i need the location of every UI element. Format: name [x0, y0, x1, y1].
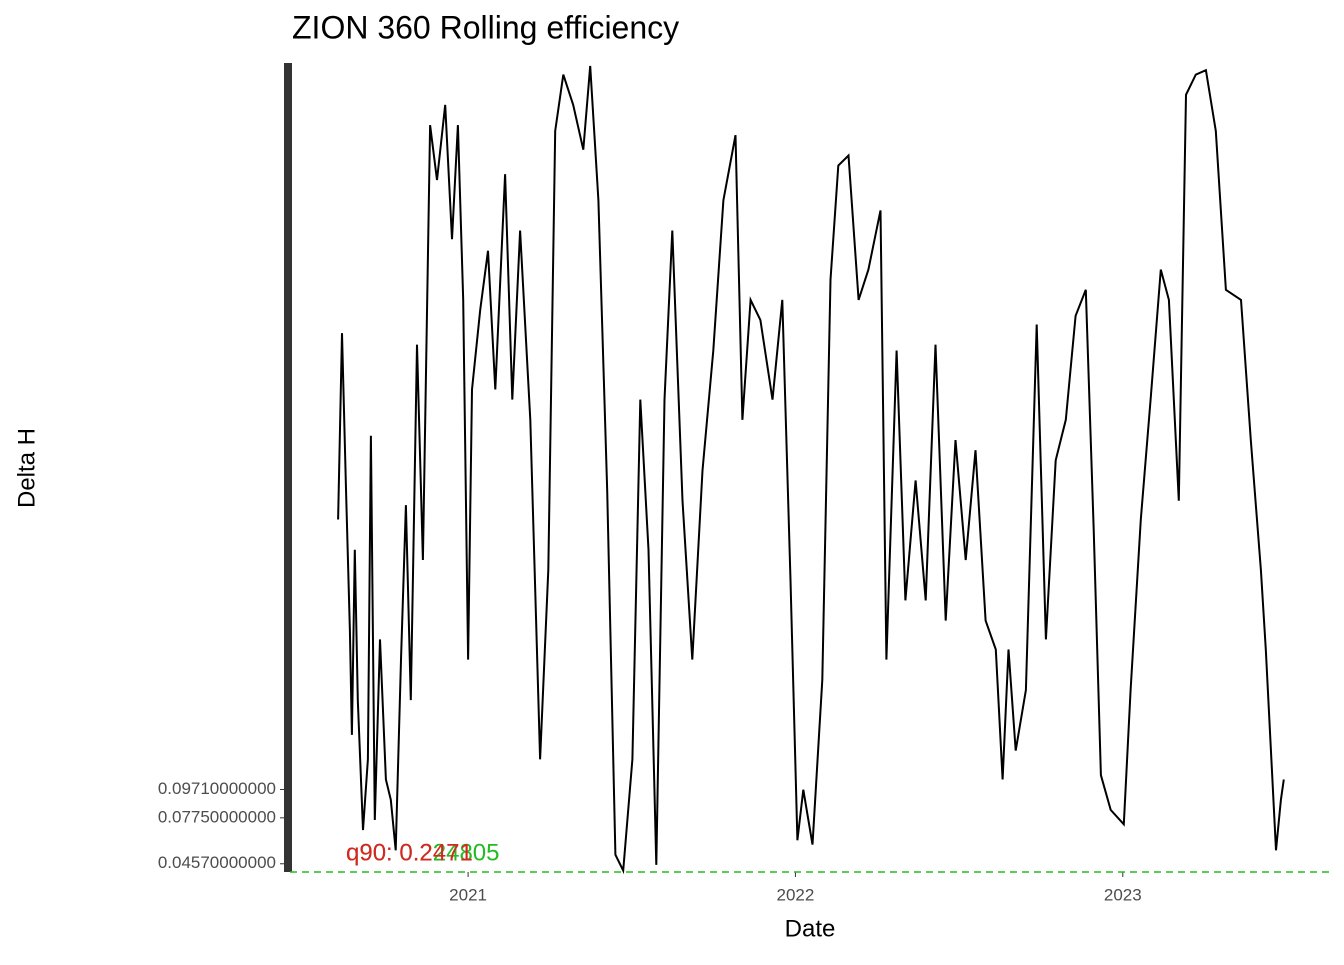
x-tick-label: 2023	[1104, 885, 1142, 904]
annotation: q90: 0.224805	[346, 839, 499, 866]
y-tick-label: 0.09710000000	[158, 779, 276, 798]
x-axis-label: Date	[785, 915, 836, 942]
y-tick-clutter	[284, 63, 292, 872]
y-tick-label: 0.07750000000	[158, 807, 276, 826]
chart-title: ZION 360 Rolling efficiency	[292, 9, 679, 45]
annotation: q90: 0.2471	[346, 839, 473, 866]
x-tick-label: 2021	[449, 885, 487, 904]
x-tick-label: 2022	[777, 885, 815, 904]
data-line	[337, 65, 1285, 875]
y-axis-label: Delta H	[13, 428, 40, 508]
y-tick-label: 0.04570000000	[158, 853, 276, 872]
